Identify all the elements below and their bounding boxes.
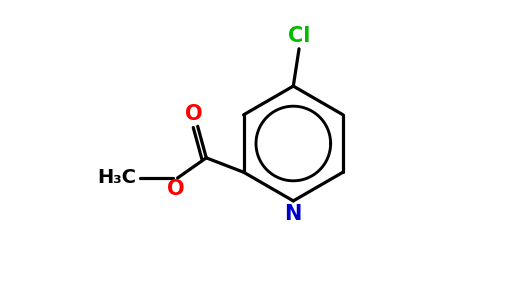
Text: H₃C: H₃C xyxy=(97,168,136,187)
Text: O: O xyxy=(184,104,202,124)
Text: O: O xyxy=(167,179,185,199)
Text: N: N xyxy=(285,204,302,224)
Text: Cl: Cl xyxy=(288,26,310,46)
